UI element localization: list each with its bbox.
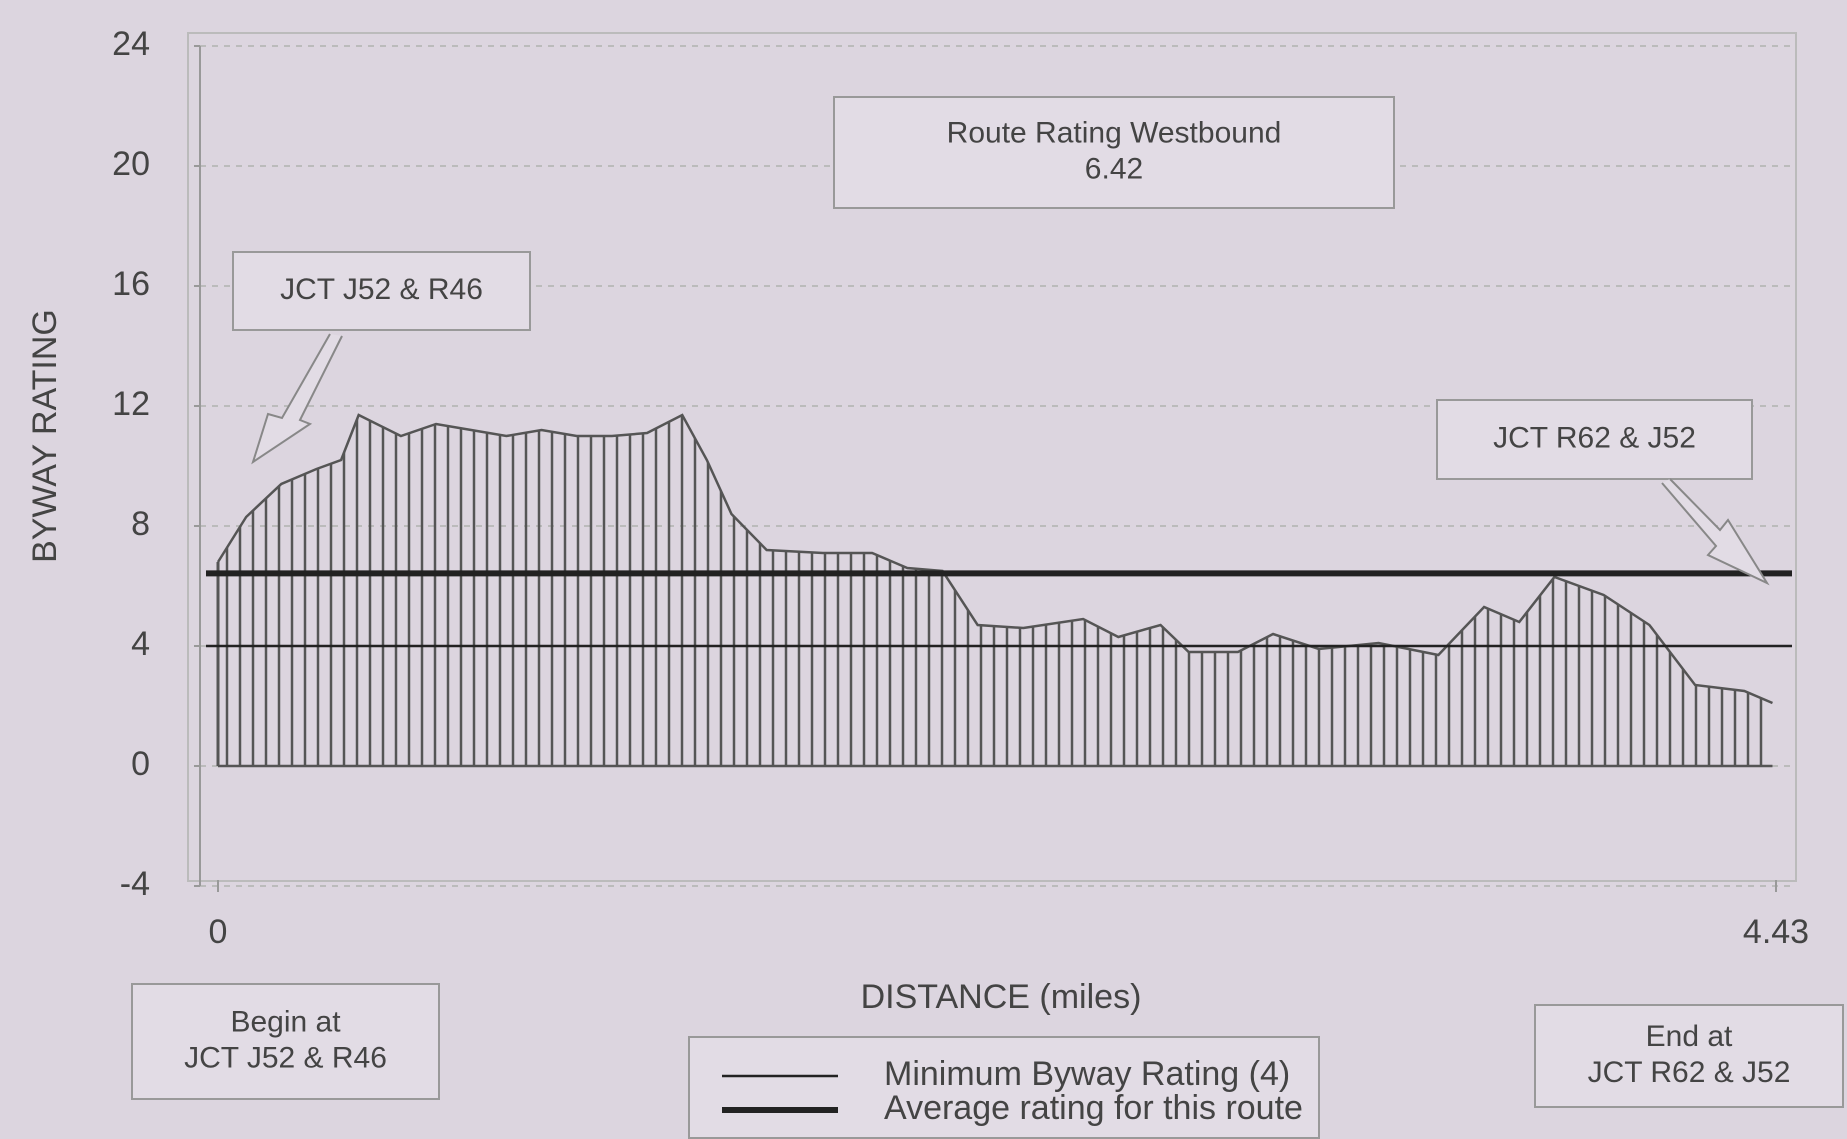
x-axis-label: DISTANCE (miles) xyxy=(861,978,1142,1016)
annotation-text: JCT R62 & J52 xyxy=(1493,421,1696,454)
annotation-text: Begin at xyxy=(230,1005,341,1038)
legend-label: Minimum Byway Rating (4) xyxy=(884,1055,1290,1093)
annotation-text: JCT J52 & R46 xyxy=(184,1041,387,1074)
annotation-box xyxy=(1534,1004,1844,1108)
annotation-arrow xyxy=(251,333,343,465)
annotation-text: JCT R62 & J52 xyxy=(1588,1056,1791,1089)
x-tick-label: 0 xyxy=(209,913,228,951)
plot-frame xyxy=(187,32,1797,882)
y-tick-label: 8 xyxy=(131,505,150,543)
annotation-box xyxy=(131,983,440,1100)
area-line xyxy=(216,413,1773,705)
annotation-box xyxy=(833,96,1395,209)
y-tick-label: 20 xyxy=(112,145,150,183)
y-tick-label: 0 xyxy=(131,745,150,783)
y-tick-label: 24 xyxy=(112,25,150,63)
annotation-text: JCT J52 & R46 xyxy=(280,273,483,306)
y-tick-label: -4 xyxy=(120,865,150,903)
legend-box xyxy=(688,1036,1320,1139)
x-tick-label: 4.43 xyxy=(1743,913,1809,951)
annotation-text: End at xyxy=(1646,1020,1733,1053)
annotation-text: 6.42 xyxy=(1085,152,1143,185)
y-tick-label: 16 xyxy=(112,265,150,303)
annotation-box xyxy=(232,251,531,331)
y-tick-label: 4 xyxy=(131,625,150,663)
area xyxy=(218,415,1773,766)
y-axis-label: BYWAY RATING xyxy=(26,309,64,563)
legend-label: Average rating for this route xyxy=(884,1089,1303,1127)
y-tick-label: 12 xyxy=(112,385,150,423)
annotation-text: Route Rating Westbound xyxy=(947,116,1282,149)
annotation-arrow xyxy=(1661,478,1770,586)
annotation-box xyxy=(1436,399,1753,480)
